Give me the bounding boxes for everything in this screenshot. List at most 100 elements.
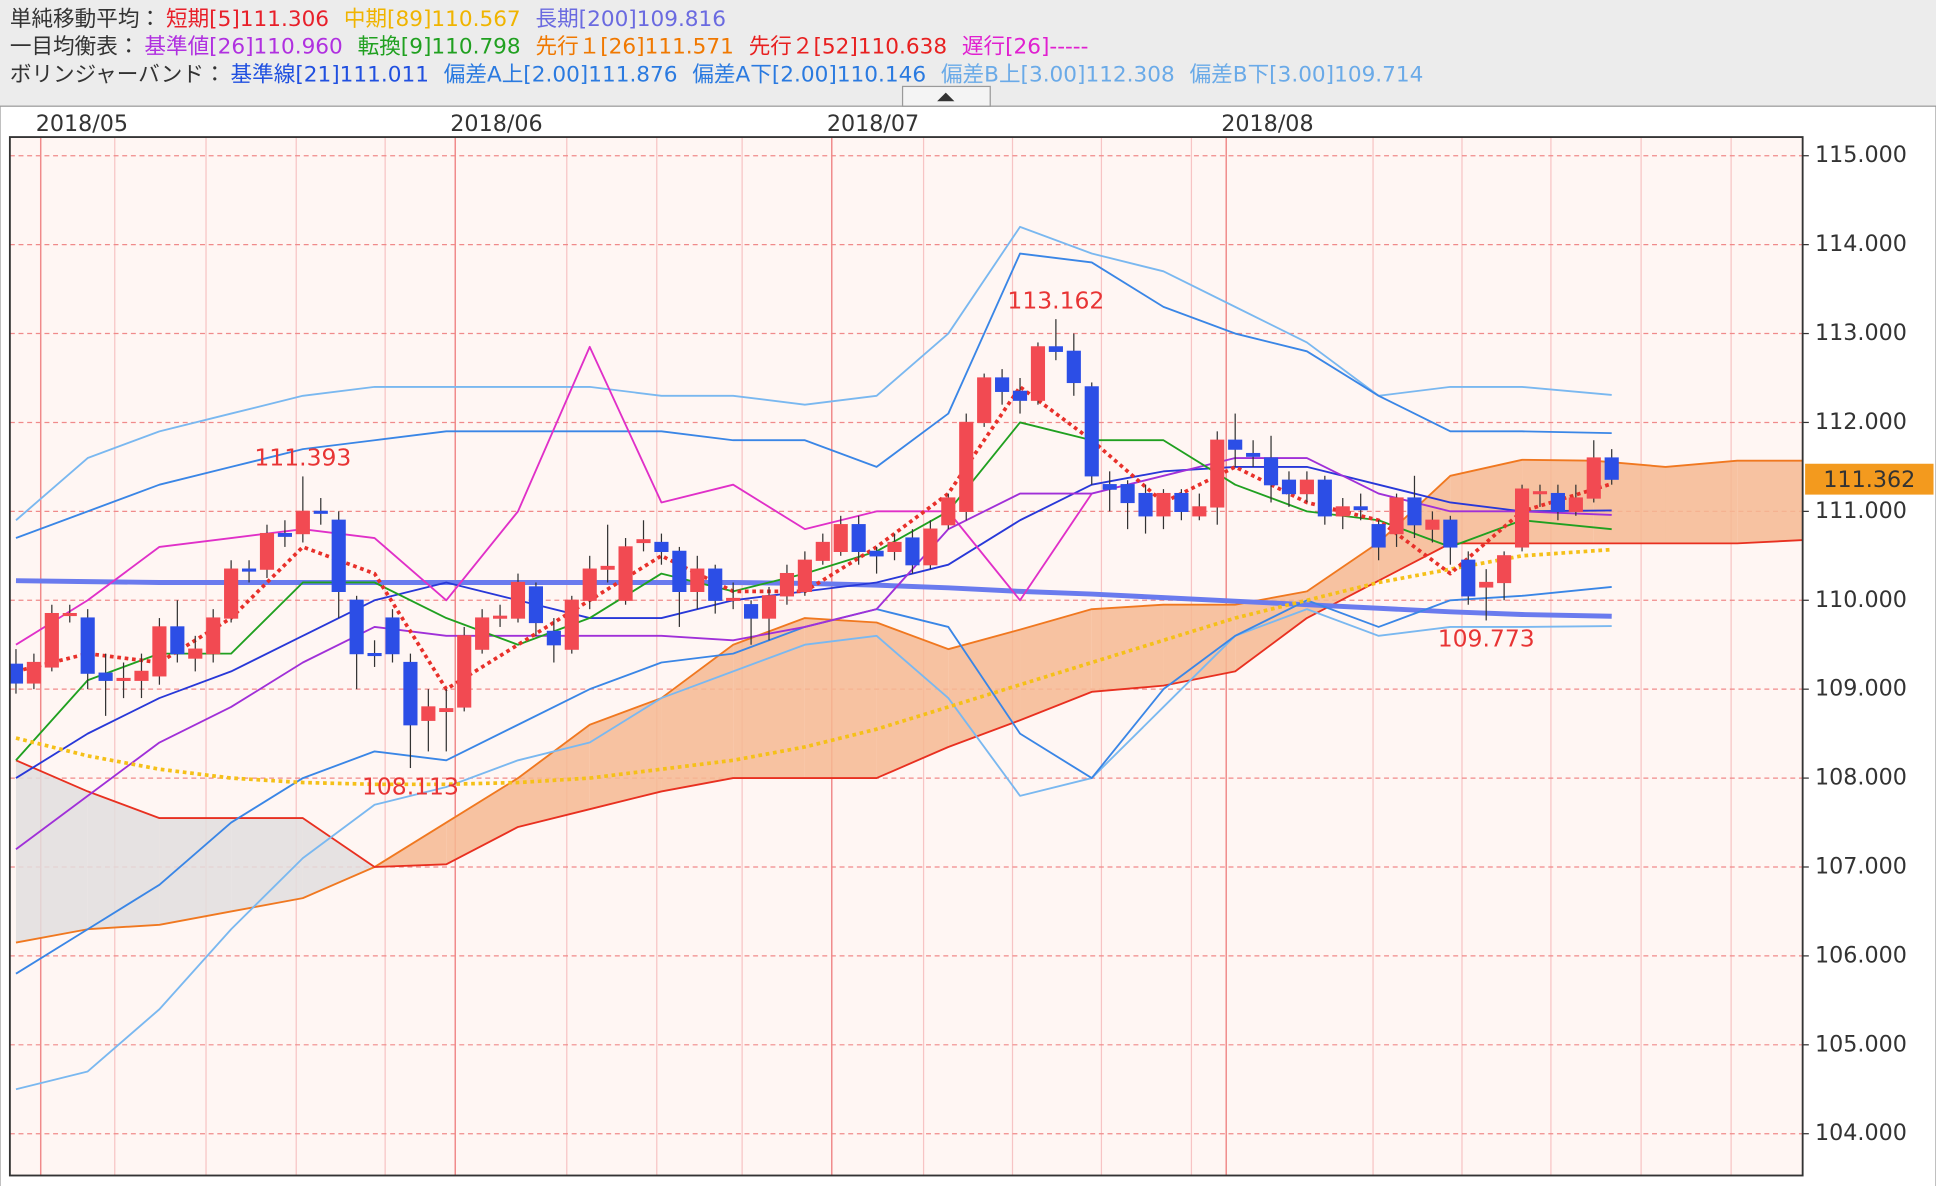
indicator-line (15, 608, 1612, 1091)
plot-border (8, 136, 1804, 1177)
candle-body (618, 546, 633, 601)
cloud-area (948, 629, 1021, 747)
candle-body (9, 663, 24, 684)
candle-body (1228, 439, 1243, 450)
candle-body (779, 572, 795, 597)
candle-body (1156, 492, 1171, 517)
span-b-line (15, 539, 1803, 868)
x-tick-label: 2018/06 (450, 111, 542, 137)
candle-body (851, 524, 866, 552)
candle-body (349, 599, 364, 655)
cloud-area (518, 724, 590, 827)
indicator-line (15, 225, 1612, 521)
candle-body (1425, 519, 1440, 530)
cloud-area (733, 618, 805, 779)
candle-body (1461, 559, 1476, 597)
y-tick-label: 110.000 (1815, 587, 1907, 613)
candle-body (833, 524, 848, 552)
candle-body (295, 510, 310, 535)
legend-item: 基準値[26]110.960 (144, 35, 342, 60)
candle-body (331, 519, 346, 592)
y-tick-label: 106.000 (1815, 942, 1907, 968)
span-a-line (15, 458, 1803, 944)
candle-body (995, 377, 1010, 392)
candle-body (672, 550, 687, 592)
candle-body (439, 708, 454, 713)
legend-item: 偏差A下[2.00]110.146 (692, 62, 926, 87)
candle-body (241, 568, 257, 572)
collapse-tab[interactable] (901, 85, 991, 107)
candle-body (1030, 346, 1046, 401)
y-tick-label: 113.000 (1815, 320, 1907, 346)
candle-body (457, 635, 472, 708)
candle-body (761, 595, 777, 619)
y-tick-label: 115.000 (1815, 142, 1907, 168)
candle-body (1066, 350, 1081, 384)
indicator-lines (15, 225, 1803, 1091)
candle-body (170, 626, 185, 655)
cloud-area (1593, 460, 1666, 544)
candle-body (1138, 492, 1153, 517)
candle-body (421, 706, 436, 721)
candle-body (636, 539, 651, 544)
indicator-line (15, 345, 1093, 646)
candle-body (1263, 457, 1279, 486)
candle-body (959, 421, 974, 512)
legend-item: 短期[5]111.306 (166, 7, 329, 32)
candle-body (1586, 457, 1601, 499)
candle-body (654, 541, 669, 552)
candle-body (1604, 457, 1619, 480)
x-tick-label: 2018/05 (36, 111, 128, 137)
legend-item: 転換[9]110.798 (358, 35, 521, 60)
legend-label: ボリンジャーバンド： (10, 62, 226, 87)
legend-item: 遅行[26]----- (962, 35, 1088, 60)
candle-body (62, 612, 77, 617)
candle-body (905, 537, 920, 566)
y-tick-label: 112.000 (1815, 409, 1907, 435)
candle-body (1443, 519, 1458, 548)
y-tick-label: 114.000 (1815, 231, 1907, 257)
cloud-area (1020, 609, 1092, 721)
legend-item: 偏差B上[3.00]112.308 (941, 62, 1175, 87)
candle-body (1335, 506, 1350, 517)
candle-body (224, 568, 239, 619)
candle-body (1407, 497, 1422, 526)
candle-body (403, 661, 418, 726)
y-tick-label: 108.000 (1815, 765, 1907, 791)
candle-body (1371, 524, 1386, 548)
candle-body (206, 617, 221, 655)
candle-body (797, 559, 812, 592)
cloud-area (1737, 460, 1803, 544)
candle-body (277, 532, 292, 537)
candle-body (26, 661, 41, 684)
candle-body (1568, 497, 1583, 512)
indicator-line (15, 547, 1612, 787)
candle-body (1012, 390, 1028, 401)
cloud-area (876, 622, 949, 779)
labels: 単純移動平均： 短期[5]111.306 中期[89]110.567 長期[200]1… (10, 7, 1934, 1146)
candle-body (1210, 439, 1225, 508)
candle-body (1048, 346, 1063, 352)
candle-body (1514, 488, 1530, 548)
cloud-area (159, 818, 232, 925)
candle-body (708, 568, 723, 601)
y-tick-label: 107.000 (1815, 853, 1907, 879)
y-tick-label: 105.000 (1815, 1031, 1907, 1057)
tab-arrow (937, 92, 955, 102)
cloud-area (15, 760, 88, 943)
candle-body (1497, 555, 1512, 584)
candle-body (152, 626, 167, 677)
y-tick-label: 109.000 (1815, 676, 1907, 702)
candle-body (510, 581, 526, 619)
candle-body (385, 617, 400, 655)
candle-body (80, 617, 95, 674)
candle-body (528, 586, 544, 624)
legend-label: 単純移動平均： (10, 7, 161, 32)
cloud-area (1450, 459, 1523, 544)
last-price-box (1805, 463, 1934, 495)
x-tick-label: 2018/07 (827, 111, 919, 137)
candle-body (887, 541, 902, 552)
cloud-area (804, 618, 877, 779)
